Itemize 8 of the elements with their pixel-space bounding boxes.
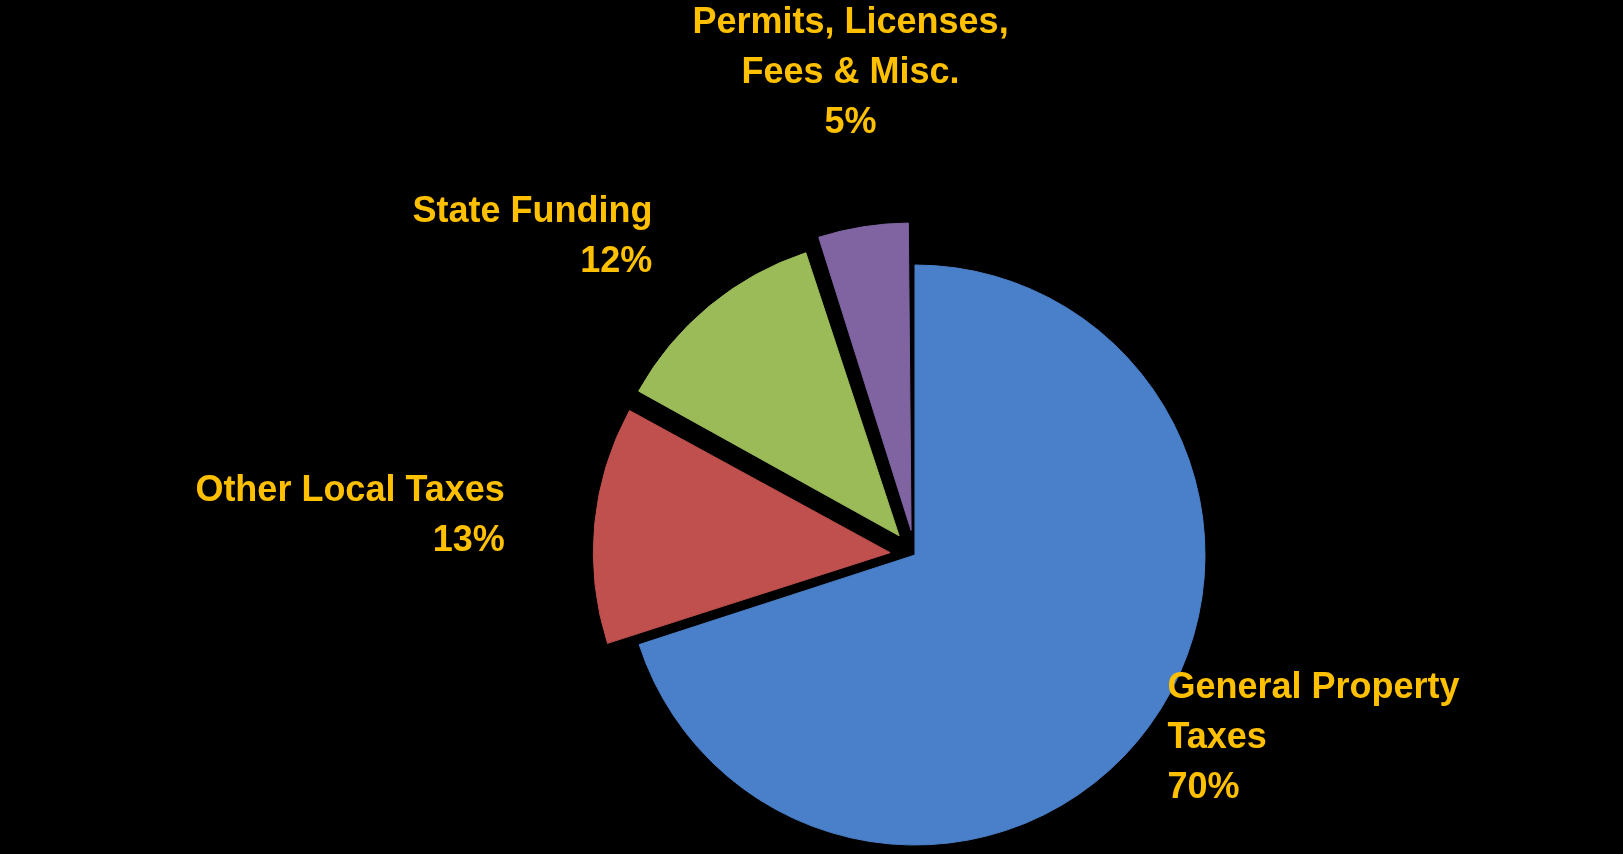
data-label: 12% xyxy=(580,239,653,281)
data-label: 70% xyxy=(1167,765,1240,807)
slice-label: Other Local Taxes xyxy=(195,468,505,510)
data-label: 5% xyxy=(824,99,877,141)
slice-label: Permits, Licenses, Fees & Misc. xyxy=(692,0,1009,91)
slice-label: General Property Taxes xyxy=(1167,665,1460,757)
data-label: 13% xyxy=(432,518,505,560)
slice-label: State Funding xyxy=(412,189,653,231)
